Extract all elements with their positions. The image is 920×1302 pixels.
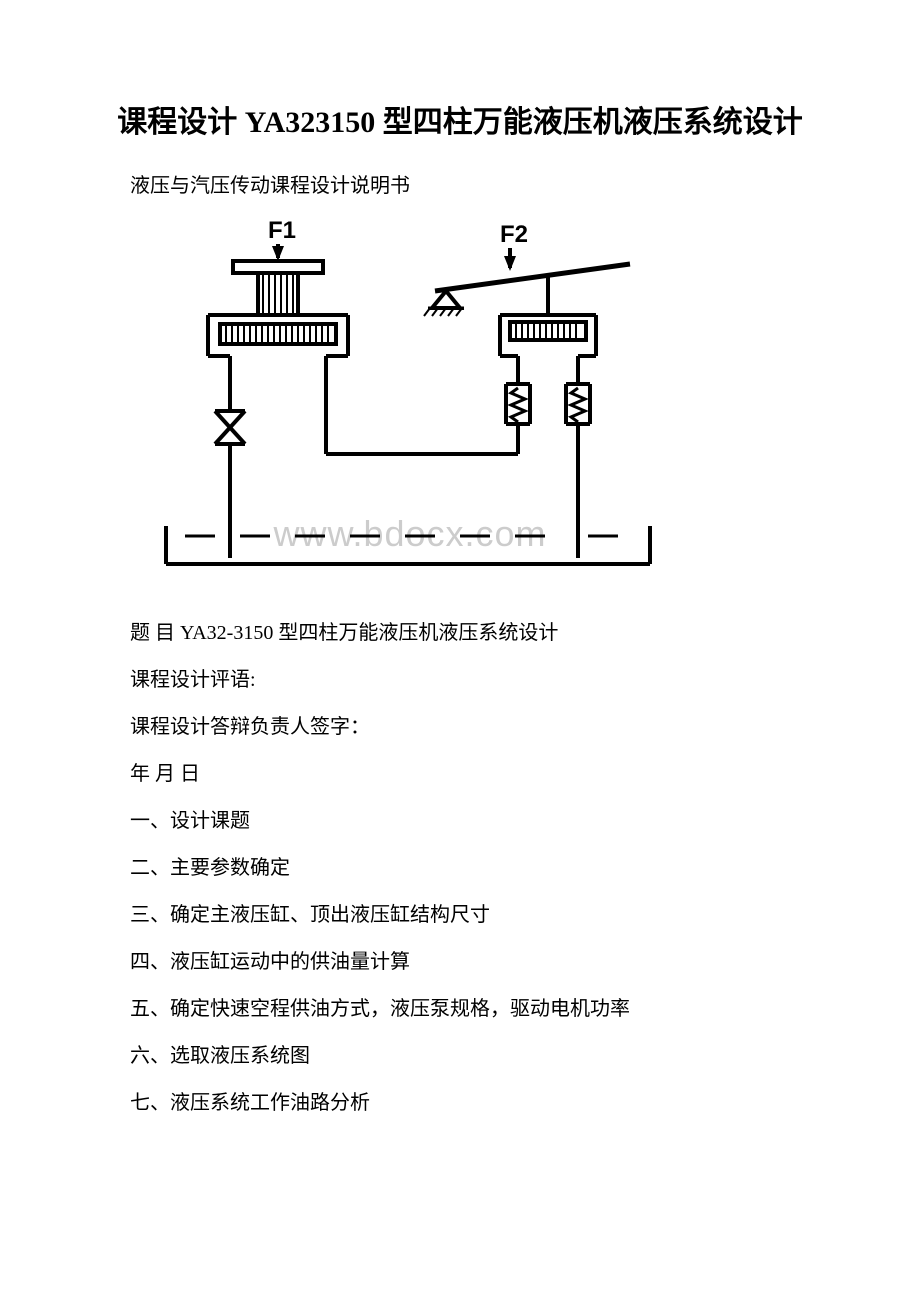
line-7: 四、液压缸运动中的供油量计算 <box>130 939 830 986</box>
line-0: 题 目 YA32-3150 型四柱万能液压机液压系统设计 <box>130 610 830 657</box>
line-2: 课程设计答辩负责人签字： <box>130 704 830 751</box>
watermark-text: www.bdocx.com <box>272 513 546 554</box>
line-5: 二、主要参数确定 <box>130 845 830 892</box>
line-4: 一、设计课题 <box>130 798 830 845</box>
line-10: 七、液压系统工作油路分析 <box>130 1080 830 1127</box>
line-3: 年 月 日 <box>130 751 830 798</box>
document-subtitle: 液压与汽压传动课程设计说明书 <box>130 169 830 198</box>
line-8: 五、确定快速空程供油方式，液压泵规格，驱动电机功率 <box>130 986 830 1033</box>
hydraulic-diagram: www.bdocx.com F1 <box>130 216 690 586</box>
line-9: 六、选取液压系统图 <box>130 1033 830 1080</box>
label-f1: F1 <box>268 217 296 244</box>
label-f2: F2 <box>500 221 528 248</box>
document-title: 课程设计 YA323150 型四柱万能液压机液压系统设计 <box>90 100 830 145</box>
line-1: 课程设计评语: <box>130 657 830 704</box>
line-6: 三、确定主液压缸、顶出液压缸结构尺寸 <box>130 892 830 939</box>
